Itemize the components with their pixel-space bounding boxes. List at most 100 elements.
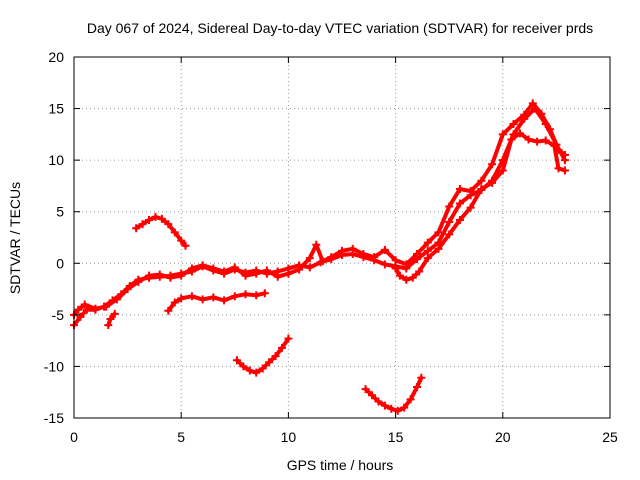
series-arc-low-right [361,373,426,415]
data-point [361,385,370,394]
data-point [520,110,529,119]
data-point [151,212,160,221]
data-point [423,238,432,247]
data-point [550,141,559,150]
x-tick-label: 5 [177,429,185,445]
data-point [230,292,239,301]
data-point [260,289,269,298]
data-point [262,266,271,275]
data-point [477,176,486,185]
data-point [466,187,475,196]
series-left-tail [104,309,119,330]
x-tick-label: 15 [388,429,404,445]
data-point [138,220,147,229]
data-point [104,321,113,330]
data-point [415,267,424,276]
data-point [380,245,389,254]
data-series [70,99,569,415]
data-point [445,230,454,239]
data-point [312,240,321,249]
series-main-trace [70,104,569,330]
data-point [241,271,250,280]
x-tick-label: 10 [281,429,297,445]
plot-frame [73,56,611,419]
data-point [164,220,173,229]
data-point [155,270,164,279]
data-point [338,246,346,255]
data-point [252,269,261,278]
data-point [209,264,218,273]
data-point [284,334,293,343]
data-point [380,401,389,410]
data-point [239,362,248,371]
data-point [177,294,186,303]
chart-title: Day 067 of 2024, Sidereal Day-to-day VTE… [87,20,593,36]
data-point [170,298,179,307]
data-point [400,403,409,412]
x-tick-label: 20 [495,429,511,445]
data-point [391,264,400,273]
data-point [209,293,218,302]
data-point [445,218,454,227]
data-point [106,314,115,323]
data-point [164,306,173,315]
data-point [417,373,426,382]
data-point [488,178,497,187]
data-point [220,296,229,305]
data-point [537,109,546,118]
data-point [232,356,241,365]
data-point [488,160,497,169]
series-line [363,375,424,413]
data-point [145,271,154,280]
data-point [123,285,132,294]
grid-lines [74,57,610,418]
series-line [72,106,567,328]
data-point [271,352,280,361]
data-point [408,273,417,282]
data-point [177,236,186,245]
data-point [368,391,377,400]
data-point [528,99,537,108]
series-upper-trace [70,99,569,319]
data-point [402,275,411,284]
data-point [359,250,368,259]
data-point [509,120,518,129]
data-point [387,404,396,413]
data-point [110,309,119,318]
y-tick-label: 15 [48,101,64,117]
data-point [132,224,141,233]
y-axis-label: SDTVAR / TECUs [7,182,23,294]
data-point [380,260,389,269]
data-point [395,271,404,280]
data-point [391,256,400,265]
data-point [241,290,250,299]
y-tick-label: -15 [44,410,64,426]
series-lower-trace [391,129,569,284]
data-point [374,397,383,406]
data-point [258,364,267,373]
data-point [498,166,507,175]
y-tick-labels: -15 -10 -5 0 5 10 15 20 [44,49,64,426]
data-point [187,292,196,301]
data-point [370,253,379,262]
x-axis-label: GPS time / hours [287,457,394,473]
data-point [305,263,314,272]
data-point [112,295,121,304]
data-point [170,228,179,237]
y-tick-label: -10 [44,358,64,374]
data-point [455,215,464,224]
data-point [295,265,304,274]
axis-ticks [73,56,611,419]
data-point [305,254,314,263]
series-line [166,291,267,313]
y-tick-label: -5 [52,307,65,323]
data-point [545,125,554,134]
data-point [393,406,402,415]
data-point [455,185,464,194]
data-point [413,250,422,259]
data-point [423,254,432,263]
data-point [515,129,524,138]
x-tick-label: 0 [70,429,78,445]
data-point [406,395,415,404]
